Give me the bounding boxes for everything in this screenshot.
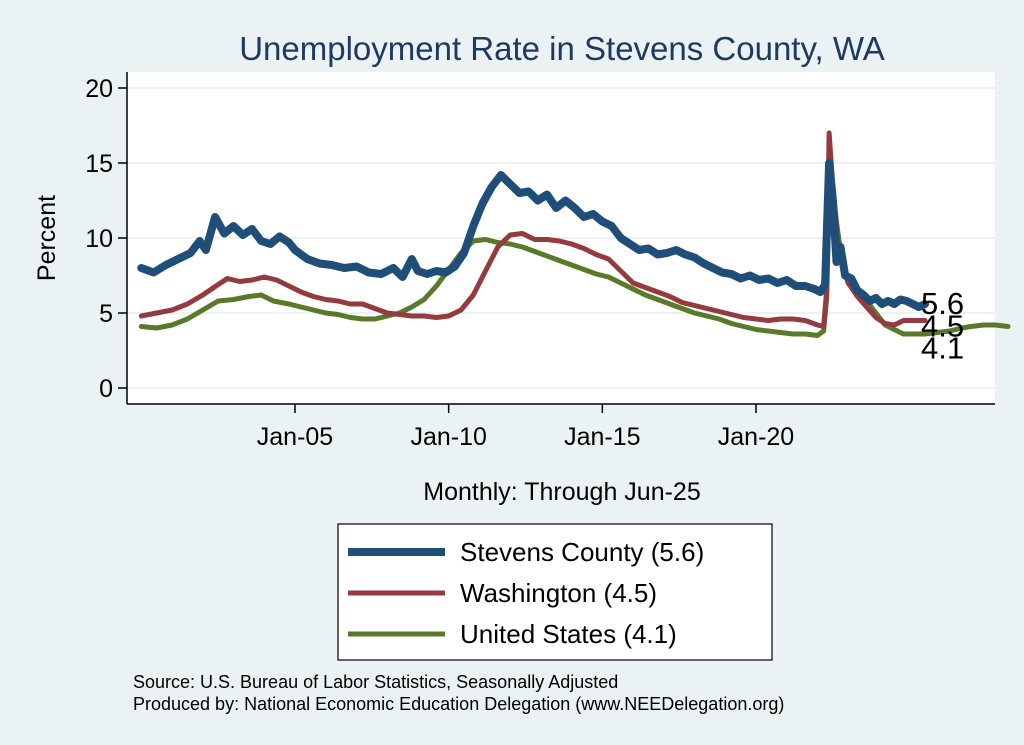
y-tick-label: 10	[85, 225, 113, 253]
series-line-0	[137, 159, 929, 311]
end-label-1: 4.5	[921, 309, 964, 344]
end-label-0: 5.6	[921, 286, 964, 321]
x-axis-label: Monthly: Through Jun-25	[423, 478, 700, 506]
legend: Stevens County (5.6) Washington (4.5) Unit…	[337, 523, 773, 661]
y-tick-label: 5	[99, 300, 113, 328]
series-line-1	[138, 130, 928, 329]
x-tick-label: Jan-05	[257, 423, 333, 451]
legend-label-0: Stevens County (5.6)	[460, 537, 704, 567]
end-label-layer: 5.64.54.1	[921, 286, 964, 366]
produced-line: Produced by: National Economic Education…	[133, 694, 784, 714]
tick-layer: 0 5 10 15 20 Jan-05 Jan-10 Jan-15 Jan-20	[85, 75, 794, 451]
series-line-2	[138, 163, 1011, 338]
series-layer	[137, 130, 1011, 338]
y-axis-label: Percent	[33, 195, 61, 281]
x-tick-label: Jan-15	[564, 423, 640, 451]
y-tick-label: 0	[99, 375, 113, 403]
source-line: Source: U.S. Bureau of Labor Statistics,…	[133, 672, 618, 692]
x-tick-label: Jan-20	[718, 423, 794, 451]
end-label-2: 4.1	[921, 331, 964, 366]
legend-label-1: Washington (4.5)	[460, 578, 657, 608]
legend-entries: Stevens County (5.6) Washington (4.5) Unit…	[348, 537, 704, 649]
x-tick-label: Jan-10	[410, 423, 486, 451]
y-tick-label: 15	[85, 150, 113, 178]
y-tick-label: 20	[85, 75, 113, 103]
legend-label-2: United States (4.1)	[460, 619, 677, 649]
chart-title: Unemployment Rate in Stevens County, WA	[239, 30, 885, 67]
